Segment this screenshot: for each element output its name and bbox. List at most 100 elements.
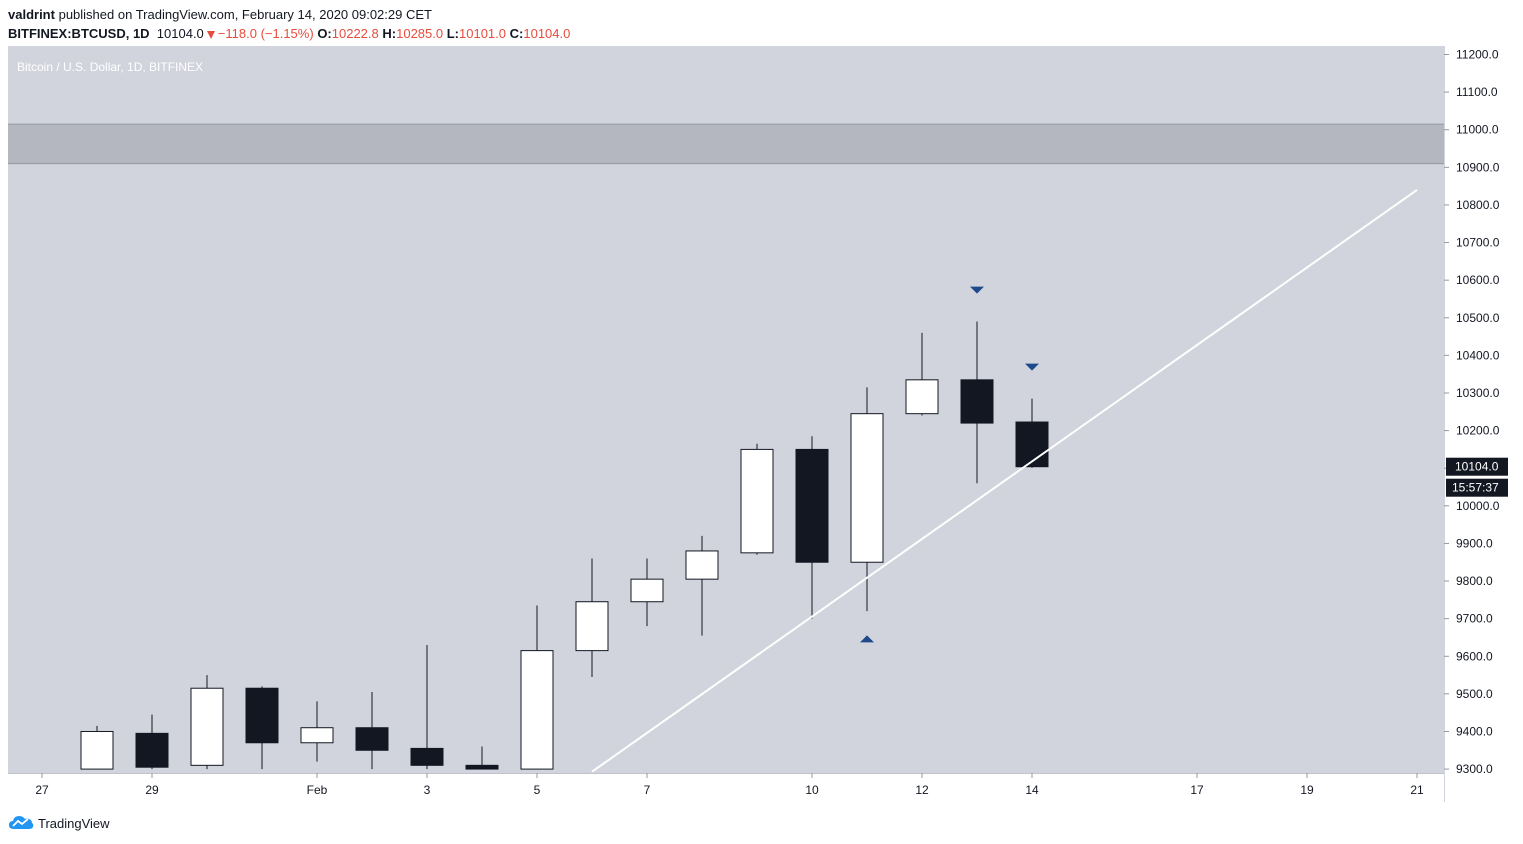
time-tick-label: 21 xyxy=(1410,783,1424,797)
price-tick-label: 11100.0 xyxy=(1456,85,1498,99)
candle-body xyxy=(960,379,994,424)
price-tick-label: 10900.0 xyxy=(1456,160,1500,174)
time-tick-label: 12 xyxy=(915,783,929,797)
change-value: −118.0 (−1.15%) xyxy=(217,26,314,41)
candle-2020-02-06[interactable] xyxy=(575,558,609,677)
candle-2020-02-13[interactable] xyxy=(960,321,994,484)
author-name[interactable]: valdrint xyxy=(8,7,55,22)
price-tick-label: 10600.0 xyxy=(1456,273,1500,287)
triangle-up-icon xyxy=(860,635,874,643)
candle-body xyxy=(575,601,609,652)
candle-body xyxy=(410,747,444,766)
candle-body xyxy=(630,578,664,603)
price-axis[interactable] xyxy=(1444,46,1523,773)
candle-2020-02-11[interactable] xyxy=(850,387,884,612)
time-tick-label: 7 xyxy=(644,783,651,797)
candle-body xyxy=(520,650,554,770)
signal-markers xyxy=(860,286,1039,643)
time-tick-label: 19 xyxy=(1300,783,1314,797)
candle-2020-02-14[interactable] xyxy=(1015,398,1049,468)
time-tick-label: 17 xyxy=(1190,783,1204,797)
time-axis[interactable] xyxy=(8,773,1444,802)
candle-2020-02-08[interactable] xyxy=(685,535,719,636)
price-tick-label: 10500.0 xyxy=(1456,311,1500,325)
last-price-label xyxy=(1446,457,1508,476)
candle-2020-01-29[interactable] xyxy=(135,714,169,770)
time-axis-ticks: 27 29 Feb 3 5 7 10 12 14 17 19 21 xyxy=(35,773,1424,797)
symbol-label: BITFINEX:BTCUSD, 1D xyxy=(8,26,150,41)
high-label: H: xyxy=(382,26,397,41)
price-tick-label: 9500.0 xyxy=(1456,687,1493,701)
time-tick-label: 10 xyxy=(805,783,819,797)
close-label: C: xyxy=(509,26,524,41)
countdown-label-text: 15:57:37 xyxy=(1452,481,1499,495)
candle-body xyxy=(1015,421,1049,468)
candle-2020-01-30[interactable] xyxy=(190,675,224,770)
candle-body xyxy=(80,730,114,770)
time-tick-label: 14 xyxy=(1025,783,1039,797)
publish-header: valdrint published on TradingView.com, F… xyxy=(8,7,432,22)
candle-body xyxy=(740,448,774,554)
low-value: 10101.0 xyxy=(459,26,507,41)
price-tick-label: 9900.0 xyxy=(1456,536,1493,550)
candle-2020-02-12[interactable] xyxy=(905,332,939,416)
price-tick-label: 9700.0 xyxy=(1456,612,1493,626)
candle-body xyxy=(300,727,334,744)
candle-body xyxy=(135,732,169,768)
tradingview-logo[interactable]: TradingView xyxy=(8,814,110,832)
open-value: 10222.8 xyxy=(331,26,379,41)
candle-2020-02-09[interactable] xyxy=(740,443,774,555)
price-tick-label: 10200.0 xyxy=(1456,424,1500,438)
candle-body xyxy=(190,687,224,766)
price-tick-label: 9300.0 xyxy=(1456,762,1493,776)
candle-2020-02-03[interactable] xyxy=(410,644,444,770)
price-tick-label: 9400.0 xyxy=(1456,724,1493,738)
open-label: O: xyxy=(317,26,332,41)
candle-body xyxy=(245,687,279,744)
resistance-zone xyxy=(8,124,1444,164)
candle-2020-01-28[interactable] xyxy=(80,725,114,770)
price-tick-label: 10000.0 xyxy=(1456,499,1500,513)
chart-title: Bitcoin / U.S. Dollar, 1D, BITFINEX xyxy=(17,60,203,74)
candle-body xyxy=(355,727,389,751)
candles xyxy=(80,321,1049,770)
candle-2020-02-02[interactable] xyxy=(355,691,389,770)
price-tick-label: 9800.0 xyxy=(1456,574,1493,588)
high-value: 10285.0 xyxy=(396,26,444,41)
countdown-label xyxy=(1446,478,1508,497)
candle-2020-02-01[interactable] xyxy=(300,701,334,762)
down-arrow-icon xyxy=(206,30,215,39)
candle-body xyxy=(905,379,939,415)
price-tick-label: 10400.0 xyxy=(1456,348,1500,362)
candle-2020-02-10[interactable] xyxy=(795,436,829,619)
candle-body xyxy=(685,550,719,580)
time-tick-label: 27 xyxy=(35,783,49,797)
price-axis-ticks: 11200.0 11100.0 11000.0 10900.0 10800.0 10700… xyxy=(1444,48,1500,776)
candle-2020-02-05[interactable] xyxy=(520,605,554,770)
price-tick-label: 9600.0 xyxy=(1456,649,1493,663)
triangle-down-icon xyxy=(970,286,984,294)
time-tick-label: Feb xyxy=(307,783,328,797)
last-price: 10104.0 xyxy=(156,26,204,41)
low-label: L: xyxy=(446,26,460,41)
last-price-label-text: 10104.0 xyxy=(1455,460,1499,474)
ascending-trendline[interactable] xyxy=(591,189,1418,773)
price-tick-label: 10800.0 xyxy=(1456,198,1500,212)
time-tick-label: 29 xyxy=(145,783,159,797)
chart-pane[interactable] xyxy=(8,46,1444,773)
close-value: 10104.0 xyxy=(523,26,571,41)
ohlc-header: BITFINEX:BTCUSD, 1D 10104.0 −118.0 (−1.15… xyxy=(8,26,570,41)
price-tick-label: 11000.0 xyxy=(1456,123,1499,137)
triangle-down-icon xyxy=(1025,363,1039,371)
time-tick-label: 3 xyxy=(424,783,431,797)
candle-body xyxy=(850,413,884,563)
candle-body xyxy=(465,764,499,770)
published-text: published on TradingView.com, February 1… xyxy=(58,7,432,22)
tradingview-brand: TradingView xyxy=(38,815,110,831)
candle-2020-02-07[interactable] xyxy=(630,558,664,627)
candle-2020-01-31[interactable] xyxy=(245,686,279,770)
time-tick-label: 5 xyxy=(534,783,541,797)
candle-2020-02-04[interactable] xyxy=(465,746,499,770)
tradingview-cloud-icon xyxy=(9,816,34,829)
